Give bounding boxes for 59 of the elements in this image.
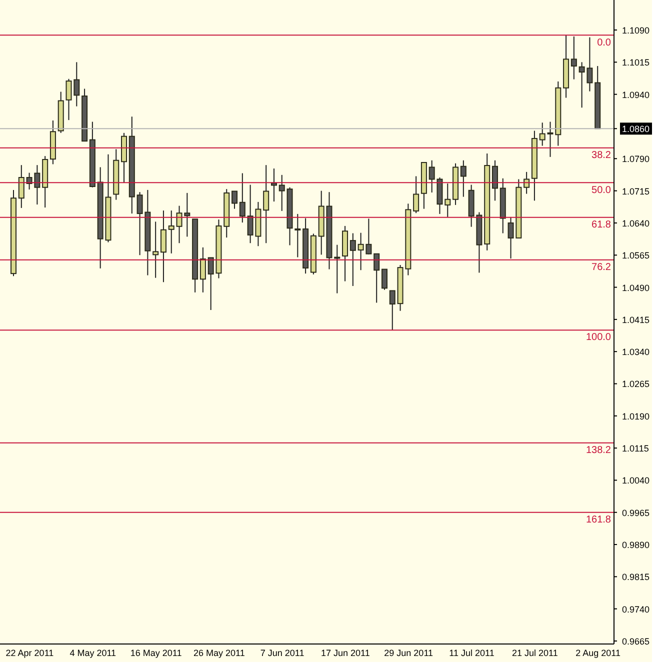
y-tick-label: 0.9740 bbox=[622, 604, 650, 614]
x-tick-label: 29 Jun 2011 bbox=[384, 648, 434, 658]
y-tick-label: 0.9890 bbox=[622, 540, 650, 550]
y-tick-label: 1.0040 bbox=[622, 476, 650, 486]
annotation: 100.0 bbox=[586, 332, 612, 344]
candlestick bbox=[239, 172, 246, 224]
candlestick bbox=[460, 160, 466, 198]
y-tick-label: 1.0415 bbox=[622, 314, 650, 325]
x-tick-label: 4 May 2011 bbox=[70, 648, 116, 658]
x-tick-label: 21 Jul 2011 bbox=[512, 648, 558, 658]
y-tick-label: 1.0340 bbox=[622, 347, 650, 358]
candlestick bbox=[334, 244, 340, 294]
candlestick bbox=[294, 213, 301, 258]
y-tick-label: 0.9815 bbox=[622, 572, 650, 582]
candlestick bbox=[152, 221, 159, 278]
y-tick-label: 1.0115 bbox=[622, 444, 649, 454]
x-tick-label: 26 May 2011 bbox=[193, 648, 245, 658]
y-tick-label: 1.0490 bbox=[622, 282, 650, 293]
x-tick-label: 17 Jun 2011 bbox=[321, 648, 370, 658]
y-tick-label: 1.0790 bbox=[622, 154, 650, 164]
candlestick bbox=[413, 176, 420, 214]
annotation: 0.0 bbox=[597, 37, 612, 48]
x-tick-label: 16 May 2011 bbox=[130, 648, 182, 658]
candlestick bbox=[263, 164, 270, 244]
y-tick-label: 1.1015 bbox=[622, 58, 650, 68]
y-tick-label: 0.9965 bbox=[622, 508, 650, 518]
annotation: 76.2 bbox=[592, 262, 612, 273]
annotation: 50.0 bbox=[592, 184, 612, 196]
y-tick-label: 1.0715 bbox=[622, 186, 650, 196]
candlestick bbox=[278, 174, 285, 212]
y-tick-label: 1.0860 bbox=[622, 124, 650, 134]
annotation: 61.8 bbox=[592, 219, 612, 230]
candlestick bbox=[18, 164, 24, 208]
y-tick-label: 0.9665 bbox=[622, 636, 650, 646]
y-tick-label: 1.0940 bbox=[622, 90, 650, 100]
candlestick bbox=[200, 246, 206, 293]
y-tick-label: 1.0190 bbox=[622, 411, 650, 422]
candlestick bbox=[444, 183, 451, 218]
candlestick bbox=[570, 36, 577, 80]
x-tick-label: 7 Jun 2011 bbox=[260, 648, 304, 658]
y-tick-label: 1.1090 bbox=[622, 26, 650, 36]
candlestick bbox=[381, 268, 388, 290]
candlestick bbox=[374, 253, 380, 304]
x-tick-label: 2 Aug 2011 bbox=[576, 648, 620, 658]
candlestick bbox=[389, 290, 396, 331]
x-tick-label: 11 Jul 2011 bbox=[449, 648, 494, 658]
candlestick bbox=[492, 160, 498, 202]
candlestick bbox=[160, 210, 166, 283]
candlestick bbox=[168, 210, 174, 254]
annotation: 38.2 bbox=[592, 150, 612, 162]
candlestick bbox=[350, 232, 356, 286]
y-tick-label: 1.0640 bbox=[622, 218, 650, 228]
y-tick-label: 1.0265 bbox=[622, 379, 650, 390]
y-tick-label: 1.0565 bbox=[622, 250, 650, 261]
annotation: 138.2 bbox=[586, 445, 612, 456]
candlestick bbox=[232, 190, 238, 210]
candlestick bbox=[524, 171, 530, 194]
x-tick-label: 22 Apr 2011 bbox=[6, 648, 54, 658]
annotation: 161.8 bbox=[586, 514, 612, 526]
